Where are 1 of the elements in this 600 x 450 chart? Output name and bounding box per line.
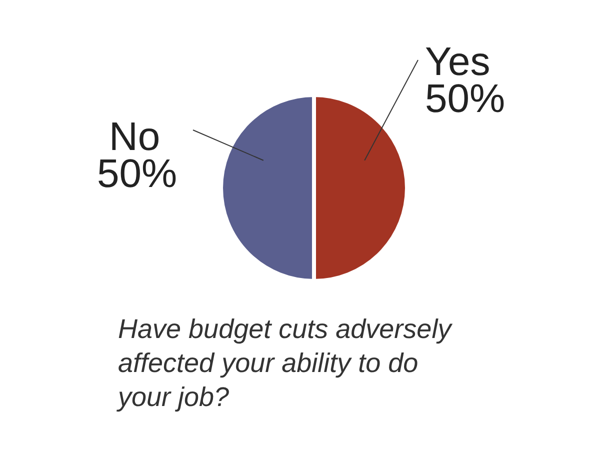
text: Have budget cuts adversely affected your ability to do your job? [116,314,453,412]
